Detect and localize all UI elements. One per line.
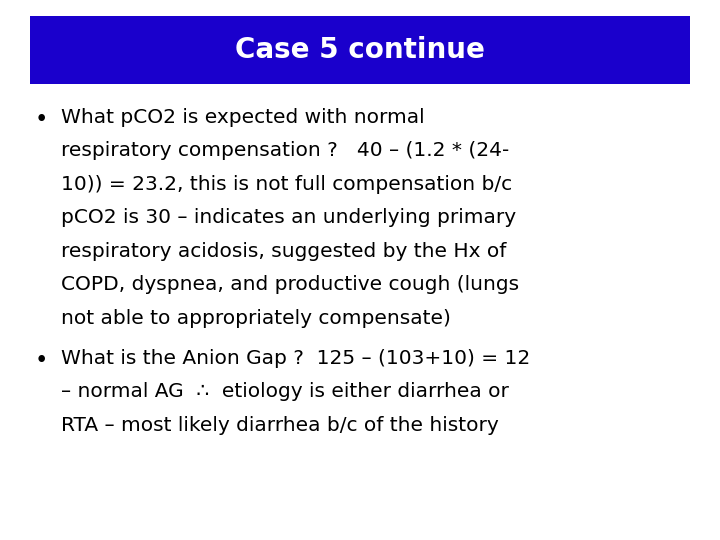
- Text: •: •: [35, 349, 48, 372]
- Text: Case 5 continue: Case 5 continue: [235, 36, 485, 64]
- FancyBboxPatch shape: [30, 16, 690, 84]
- Text: respiratory compensation ?   40 – (1.2 * (24-: respiratory compensation ? 40 – (1.2 * (…: [61, 141, 510, 160]
- Text: What is the Anion Gap ?  125 – (103+10) = 12: What is the Anion Gap ? 125 – (103+10) =…: [61, 349, 531, 368]
- Text: pCO2 is 30 – indicates an underlying primary: pCO2 is 30 – indicates an underlying pri…: [61, 208, 516, 227]
- Text: respiratory acidosis, suggested by the Hx of: respiratory acidosis, suggested by the H…: [61, 242, 507, 261]
- Text: RTA – most likely diarrhea b/c of the history: RTA – most likely diarrhea b/c of the hi…: [61, 416, 499, 435]
- Text: – normal AG  ∴  etiology is either diarrhea or: – normal AG ∴ etiology is either diarrhe…: [61, 382, 509, 401]
- Text: •: •: [35, 108, 48, 131]
- Text: 10)) = 23.2, this is not full compensation b/c: 10)) = 23.2, this is not full compensati…: [61, 175, 513, 194]
- Text: not able to appropriately compensate): not able to appropriately compensate): [61, 309, 451, 328]
- Text: COPD, dyspnea, and productive cough (lungs: COPD, dyspnea, and productive cough (lun…: [61, 275, 519, 294]
- Text: What pCO2 is expected with normal: What pCO2 is expected with normal: [61, 108, 425, 127]
